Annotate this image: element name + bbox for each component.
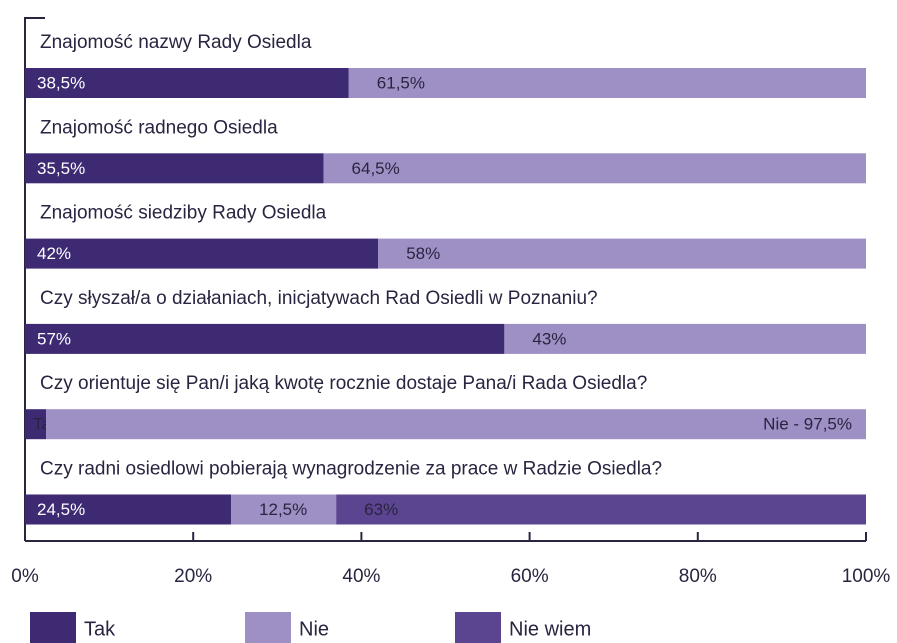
- category-label: Znajomość nazwy Rady Osiedla: [40, 32, 312, 53]
- bar-segment: [25, 409, 47, 440]
- category-label: Znajomość radnego Osiedla: [40, 117, 278, 138]
- value-label: 63%: [364, 500, 398, 519]
- category-label: Znajomość siedziby Rady Osiedla: [40, 203, 327, 224]
- legend-label: Tak: [84, 618, 116, 640]
- bar-segment: [336, 494, 866, 525]
- legend-label: Nie wiem: [509, 618, 591, 640]
- value-label: 61,5%: [377, 73, 425, 92]
- bar-segment: [25, 68, 349, 98]
- value-label: 24,5%: [37, 500, 85, 519]
- x-tick-label: 60%: [511, 566, 549, 587]
- category-label: Czy orientuje się Pan/i jaką kwotę roczn…: [40, 373, 647, 394]
- value-label: 57%: [37, 329, 71, 348]
- value-label: 64,5%: [352, 159, 400, 178]
- value-label: 38,5%: [37, 73, 85, 92]
- bar-segment: [504, 323, 866, 354]
- x-tick-label: 100%: [842, 566, 891, 587]
- value-label: 12,5%: [259, 500, 307, 519]
- bar-segment: [348, 68, 866, 98]
- bar-segment: [25, 153, 324, 184]
- bar-segment: [46, 409, 866, 440]
- bar-segment: [25, 494, 232, 525]
- value-label: 58%: [406, 244, 440, 263]
- bar-segment: [25, 323, 505, 354]
- value-label: 42%: [37, 244, 71, 263]
- bar-segment: [231, 494, 337, 525]
- value-label: Nie - 97,5%: [763, 415, 852, 434]
- value-label: 35,5%: [37, 159, 85, 178]
- category-label: Czy słyszał/a o działaniach, inicjatywac…: [40, 288, 598, 309]
- legend-swatch: [455, 612, 501, 643]
- category-label: Czy radni osiedlowi pobierają wynagrodze…: [40, 459, 662, 480]
- legend-label: Nie: [299, 618, 329, 640]
- value-label: 43%: [532, 329, 566, 348]
- legend-swatch: [245, 612, 291, 643]
- x-tick-label: 80%: [679, 566, 717, 587]
- legend-swatch: [30, 612, 76, 643]
- bar-segment: [378, 238, 866, 269]
- bar-segment: [323, 153, 866, 184]
- x-tick-label: 20%: [174, 566, 212, 587]
- x-tick-label: 0%: [11, 566, 39, 587]
- x-tick-label: 40%: [342, 566, 380, 587]
- frame-line: [24, 17, 45, 541]
- bar-segment: [25, 238, 379, 269]
